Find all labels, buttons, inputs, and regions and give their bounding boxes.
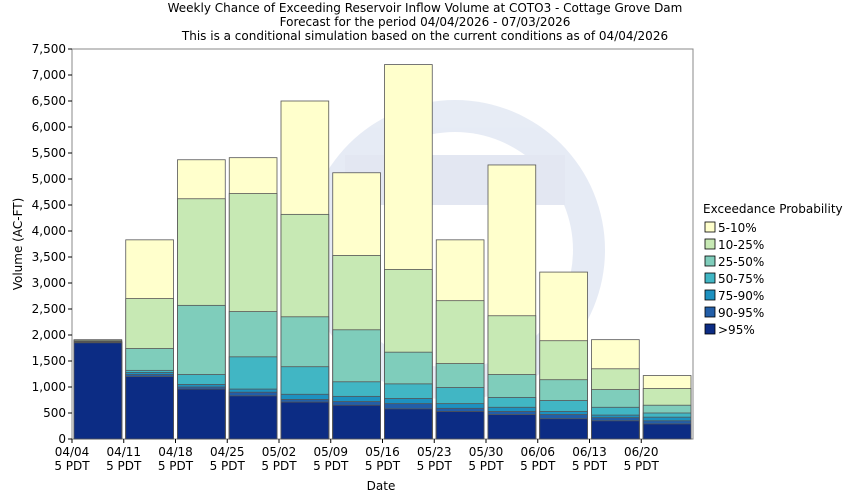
x-tick-label-time: 5 PDT	[520, 459, 556, 473]
legend-swatch	[704, 306, 716, 318]
x-tick-label-time: 5 PDT	[468, 459, 504, 473]
y-tick-label: 500	[43, 406, 66, 420]
bar-95-week-3	[177, 388, 226, 440]
y-axis: 0 500 1,000 1,500 2,000 2,500 3,000 3,500 4,000 4…	[32, 42, 72, 446]
bar-95-week-5	[280, 401, 330, 440]
x-tick-label-date: 04/04	[55, 445, 90, 459]
legend: Exceedance Probability 5-10% 10-25% 25-50%…	[703, 202, 843, 337]
legend-title: Exceedance Probability	[703, 202, 843, 216]
x-tick-label-time: 5 PDT	[313, 459, 349, 473]
bar-95-week-9	[487, 414, 537, 440]
y-tick-label: 2,500	[32, 302, 66, 316]
chart-subtitle: Forecast for the period 04/04/2026 - 07/…	[279, 15, 571, 29]
bar-95-week-6	[332, 404, 381, 440]
x-tick-label-date: 06/20	[624, 445, 659, 459]
bar-95-week-1	[73, 342, 123, 440]
y-tick-label: 5,000	[32, 172, 66, 186]
bar-95-week-2	[125, 376, 174, 440]
bar-95-week-12	[642, 423, 692, 440]
legend-swatch	[704, 289, 716, 301]
y-tick-label: 7,500	[32, 42, 66, 56]
x-tick-label-date: 05/16	[365, 445, 400, 459]
bar-95-week-10	[539, 418, 588, 440]
bar-95-week-8	[435, 411, 485, 440]
chart-subtitle-conditions: This is a conditional simulation based o…	[181, 29, 669, 43]
x-axis-label: Date	[367, 479, 396, 493]
x-tick-label-time: 5 PDT	[365, 459, 401, 473]
y-tick-label: 6,000	[32, 120, 66, 134]
bar-layer	[73, 64, 692, 440]
legend-label: >95%	[718, 323, 755, 337]
x-tick-label-time: 5 PDT	[106, 459, 142, 473]
y-tick-label: 4,500	[32, 198, 66, 212]
x-tick-label-time: 5 PDT	[572, 459, 608, 473]
y-tick-label: 3,000	[32, 276, 66, 290]
y-tick-label: 6,500	[32, 94, 66, 108]
x-tick-label-date: 04/18	[158, 445, 193, 459]
legend-swatch	[704, 323, 716, 335]
chart-title: Weekly Chance of Exceeding Reservoir Inf…	[167, 1, 683, 15]
x-tick-label-date: 04/11	[106, 445, 141, 459]
y-tick-label: 7,000	[32, 68, 66, 82]
legend-items: 5-10% 10-25% 25-50% 50-75% 75-90% 90-95% >95%	[704, 221, 764, 337]
x-tick-label-time: 5 PDT	[210, 459, 246, 473]
y-tick-label: 1,500	[32, 354, 66, 368]
legend-swatch	[704, 238, 716, 250]
legend-label: 90-95%	[718, 306, 764, 320]
legend-swatch	[704, 221, 716, 233]
bar-95-week-7	[384, 408, 433, 440]
x-tick-label-date: 05/02	[262, 445, 297, 459]
x-tick-label-date: 05/09	[313, 445, 348, 459]
x-tick-label-date: 04/25	[210, 445, 245, 459]
y-tick-label: 0	[58, 432, 66, 446]
x-tick-label-date: 05/30	[469, 445, 504, 459]
legend-swatch	[704, 272, 716, 284]
x-tick-label-date: 06/06	[520, 445, 555, 459]
y-tick-label: 2,000	[32, 328, 66, 342]
legend-label: 50-75%	[718, 272, 764, 286]
legend-label: 75-90%	[718, 289, 764, 303]
legend-label: 5-10%	[718, 221, 757, 235]
x-tick-label-time: 5 PDT	[261, 459, 297, 473]
x-tick-label-time: 5 PDT	[158, 459, 194, 473]
x-tick-label-time: 5 PDT	[624, 459, 660, 473]
x-tick-label-time: 5 PDT	[417, 459, 453, 473]
legend-swatch	[704, 255, 716, 267]
bar-95-week-4	[228, 395, 278, 440]
bar-95-week-11	[591, 420, 640, 440]
legend-label: 25-50%	[718, 255, 764, 269]
x-tick-label-date: 05/23	[417, 445, 452, 459]
y-axis-label: Volume (AC-FT)	[11, 198, 25, 291]
y-tick-label: 4,000	[32, 224, 66, 238]
y-tick-label: 5,500	[32, 146, 66, 160]
y-tick-label: 3,500	[32, 250, 66, 264]
y-tick-label: 1,000	[32, 380, 66, 394]
x-tick-label-date: 06/13	[572, 445, 607, 459]
legend-label: 10-25%	[718, 238, 764, 252]
x-tick-label-time: 5 PDT	[54, 459, 90, 473]
